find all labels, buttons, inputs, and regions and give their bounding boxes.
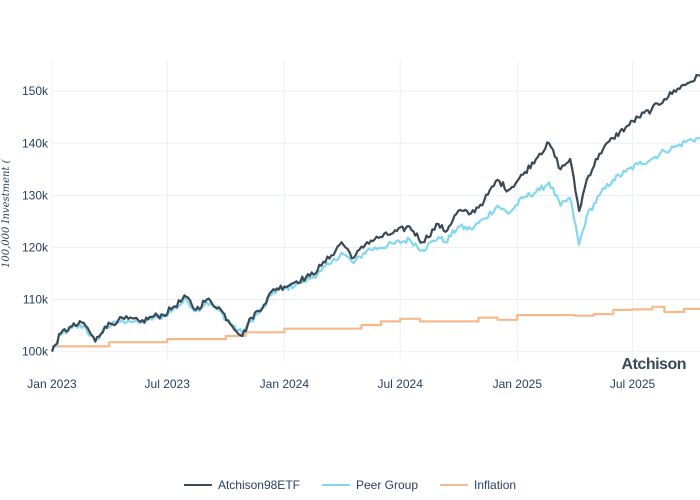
series-line-inflation	[52, 305, 700, 348]
x-tick-label: Jan 2024	[260, 377, 310, 391]
legend-label: Inflation	[474, 478, 517, 492]
series-lines	[50, 74, 700, 353]
grid-lines	[51, 60, 700, 362]
y-tick-label: 140k	[22, 136, 49, 150]
legend-swatch	[183, 484, 212, 486]
legend-swatch	[440, 484, 469, 486]
x-tick-label: Jan 2023	[27, 377, 77, 391]
legend-swatch	[321, 484, 350, 486]
chart-legend: Atchison98ETF Peer Group Inflation	[0, 478, 700, 492]
y-axis-label: 100,000 Investment (	[1, 158, 12, 268]
legend-item-atchison98etf[interactable]: Atchison98ETF	[183, 478, 300, 492]
legend-item-inflation[interactable]: Inflation	[440, 478, 516, 492]
series-line-peer-group	[50, 137, 700, 353]
y-tick-label: 120k	[22, 240, 49, 254]
y-tick-label: 150k	[22, 84, 49, 98]
legend-label: Atchison98ETF	[217, 478, 300, 492]
legend-label: Peer Group	[355, 478, 419, 492]
x-tick-label: Jan 2025	[493, 377, 543, 391]
x-axis-ticks: Jan 2023 Jul 2023 Jan 2024 Jul 2024 Jan 2025…	[27, 377, 655, 391]
atchison-watermark: Atchison	[622, 356, 686, 373]
series-line-atchison98etf	[50, 74, 700, 352]
y-tick-label: 130k	[22, 188, 49, 202]
y-axis-ticks: 100k 110k 120k 130k 140k 150k	[22, 84, 49, 358]
legend-item-peer-group[interactable]: Peer Group	[321, 478, 419, 492]
x-tick-label: Jul 2024	[378, 377, 424, 391]
x-tick-label: Jul 2023	[145, 377, 191, 391]
x-tick-label: Jul 2025	[610, 377, 656, 391]
y-tick-label: 110k	[23, 293, 49, 307]
y-tick-label: 100k	[22, 345, 49, 359]
